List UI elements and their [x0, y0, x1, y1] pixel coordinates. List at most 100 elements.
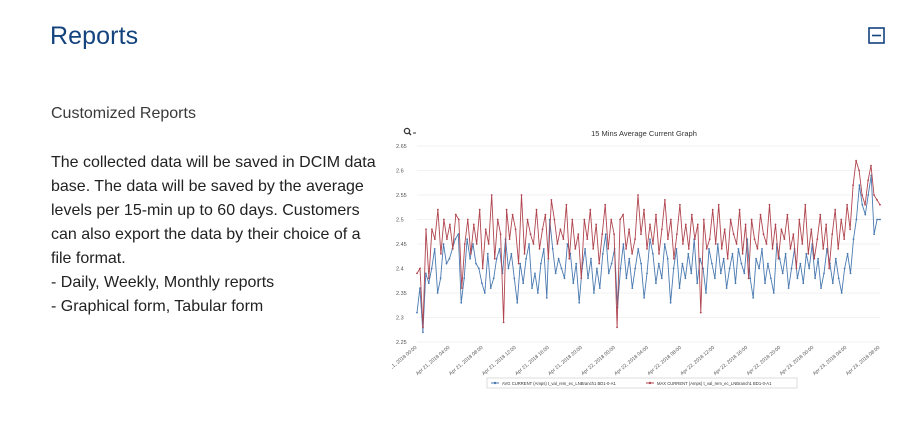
max-series-point — [454, 213, 457, 216]
avg-series-point — [628, 257, 631, 260]
avg-series-point — [861, 203, 864, 206]
max-series-point — [440, 252, 442, 255]
max-series-point — [804, 203, 807, 206]
avg-series-point — [731, 252, 734, 255]
x-tick-label: Apr 21, 2018 16:00 — [514, 345, 551, 377]
max-series-point — [870, 164, 872, 167]
max-series-point — [795, 267, 798, 270]
max-series-point — [592, 248, 595, 250]
max-series-point — [475, 243, 478, 245]
description-line: can also export the data by their choice… — [51, 226, 361, 243]
max-series-point — [849, 228, 851, 231]
max-series-point — [583, 218, 586, 221]
max-series-point — [568, 257, 571, 260]
max-series-point — [747, 277, 750, 280]
avg-series-point — [799, 262, 802, 265]
max-series-point — [619, 218, 621, 221]
max-series-point — [601, 233, 604, 236]
collapse-icon[interactable] — [868, 27, 885, 44]
avg-series-point — [705, 292, 707, 294]
avg-series-point — [770, 277, 772, 280]
max-series-point — [541, 228, 544, 231]
max-series-point — [756, 248, 759, 250]
avg-series-point — [472, 243, 474, 245]
max-series-point — [553, 218, 556, 221]
max-series-point — [864, 203, 866, 206]
avg-series-point — [469, 257, 471, 260]
max-series-point — [526, 218, 529, 221]
legend-marker — [493, 381, 497, 385]
max-series-point — [780, 228, 783, 231]
legend-label: AVG CURRENT (Amps) t_val_rem_ec_LNBranch… — [502, 381, 617, 386]
max-series-point — [682, 243, 684, 245]
avg-series-point — [852, 238, 855, 240]
max-series-point — [514, 228, 517, 231]
avg-series-point — [657, 262, 660, 265]
max-series-point — [595, 223, 598, 226]
avg-series-point — [534, 272, 536, 275]
max-series-point — [416, 272, 418, 275]
avg-series-point — [778, 257, 781, 260]
avg-series-point — [873, 233, 875, 236]
chart-svg: 15 Mins Average Current Graph 2.25 2.3 2.3… — [392, 129, 881, 389]
max-series-point — [876, 199, 878, 201]
max-series-point — [664, 199, 666, 201]
y-tick-label: 2.5 — [396, 218, 404, 224]
avg-series-point — [498, 248, 501, 250]
max-series-point — [505, 208, 508, 211]
max-series-point — [425, 228, 427, 231]
max-series-point — [484, 228, 487, 231]
avg-series-point — [690, 272, 693, 275]
max-series-point — [867, 179, 869, 182]
avg-series-point — [849, 272, 852, 275]
max-series-point — [434, 238, 436, 240]
max-series-point — [837, 248, 840, 250]
max-series-point — [478, 208, 481, 211]
max-series-point — [532, 243, 535, 245]
max-series-point — [873, 194, 875, 196]
max-series-point — [631, 252, 633, 255]
max-series-point — [466, 218, 469, 221]
max-series-point — [690, 213, 693, 216]
zoom-magnifier-icon[interactable] — [403, 127, 417, 137]
avg-series-point — [814, 277, 816, 280]
avg-series-point — [519, 262, 522, 265]
avg-series-point — [537, 292, 539, 294]
x-tick-label: Apr 21, 2018 20:00 — [547, 345, 584, 377]
chart-title: 15 Mins Average Current Graph — [591, 129, 697, 138]
max-series-point — [625, 248, 627, 250]
max-series-point — [676, 233, 678, 236]
max-series-point — [604, 203, 607, 206]
max-series-point — [547, 257, 550, 260]
avg-series-point — [772, 292, 775, 294]
max-series-point — [861, 194, 863, 196]
avg-series-point — [826, 248, 828, 250]
avg-series-point — [855, 218, 858, 221]
y-tick-label: 2.55 — [396, 193, 407, 199]
avg-series-point — [507, 267, 510, 270]
avg-series-point — [542, 248, 545, 250]
description-text: The collected data will be saved in DCIM… — [51, 151, 391, 319]
avg-series-point — [522, 282, 525, 285]
avg-series-point — [475, 262, 477, 265]
max-series-point — [449, 223, 451, 226]
avg-series-point — [486, 252, 489, 255]
max-series-point — [643, 208, 645, 211]
avg-series-point — [675, 248, 678, 250]
avg-series-point — [802, 282, 805, 285]
avg-series-point — [672, 267, 675, 270]
max-series-point — [517, 262, 520, 265]
max-series-point — [789, 248, 792, 250]
avg-series-point — [858, 184, 861, 187]
max-series-point — [822, 248, 825, 250]
avg-series-point — [528, 243, 530, 245]
avg-series-point — [643, 297, 645, 299]
max-series-point — [496, 218, 499, 221]
max-series-point — [431, 228, 433, 231]
avg-series-point — [669, 301, 672, 304]
avg-series-point — [790, 267, 793, 270]
avg-series-point — [864, 213, 867, 216]
avg-series-point — [749, 277, 752, 280]
avg-series-point — [598, 287, 601, 289]
max-series-point — [759, 213, 762, 216]
